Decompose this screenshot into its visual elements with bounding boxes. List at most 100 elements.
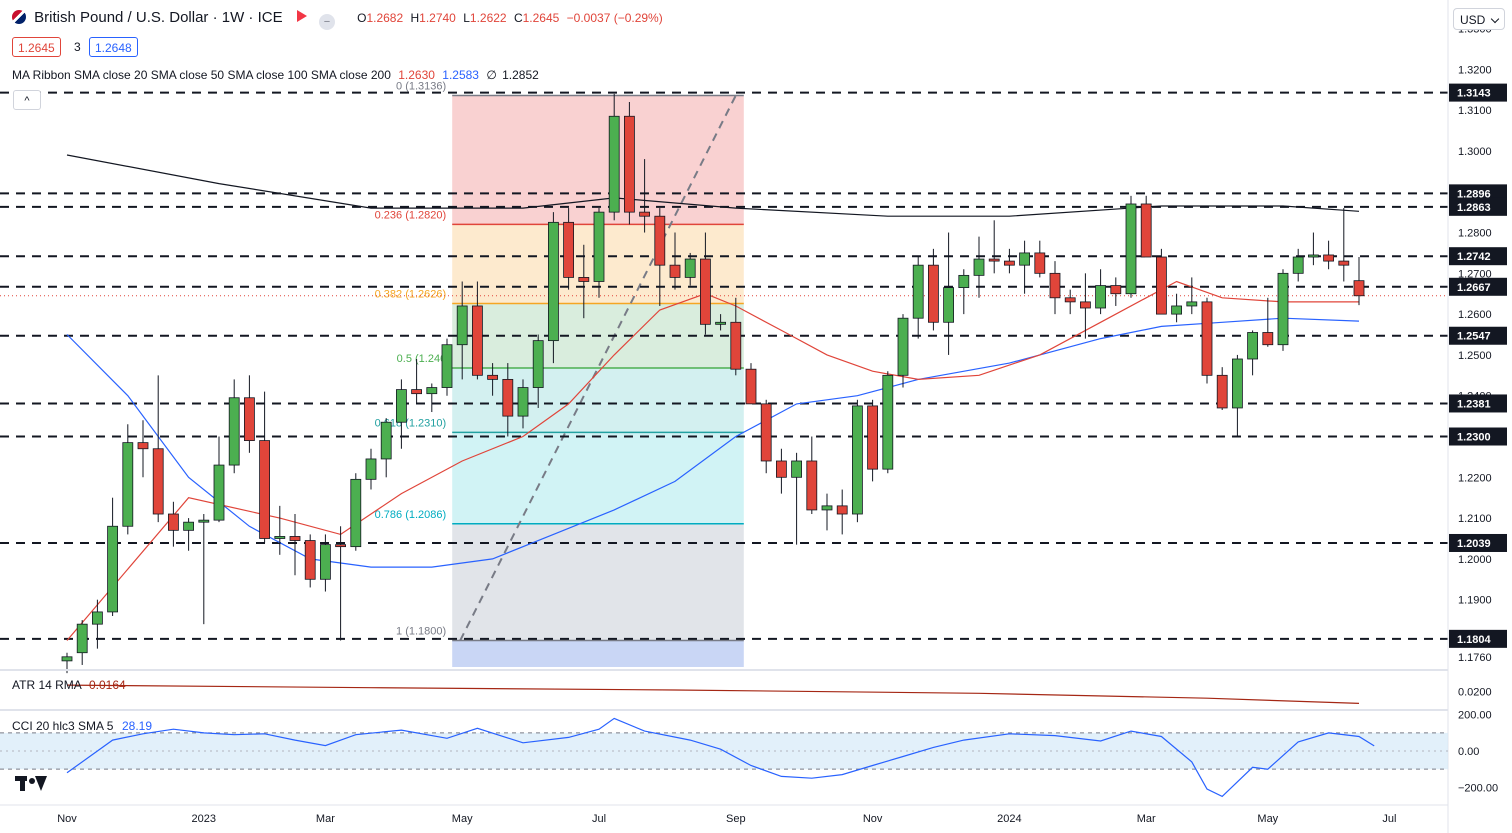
symbol-title[interactable]: British Pound / U.S. Dollar · 1W · ICE [34,9,283,26]
price-tick-label: 1.2600 [1458,309,1492,321]
candle-body [624,115,635,213]
candle-body [335,544,347,548]
candle-body [1262,332,1274,346]
candle [1201,297,1213,384]
candle-body [426,387,438,395]
key-level-badge [1449,629,1507,648]
price-tick-label: 1.2100 [1458,513,1492,525]
candle-body [471,305,483,376]
candle [548,212,559,364]
candle-body [867,405,878,470]
tradingview-logo-icon[interactable] [15,774,47,794]
candle [167,501,179,547]
spread-value: 3 [74,40,81,54]
candle-body [1232,358,1243,409]
candle [1277,269,1289,351]
candle-body [988,258,1000,262]
candle [335,526,347,641]
cci-legend-label: CCI 20 hlc3 SMA 5 [12,719,114,733]
candle [760,399,772,474]
candle-body [1049,272,1061,299]
flag-marker-icon[interactable] [296,10,307,22]
candle-body [502,378,514,417]
time-tick-label: Jul [1382,813,1396,825]
candle [1171,293,1182,323]
candle [183,518,195,551]
candle [228,379,240,474]
candle [1004,248,1015,274]
candle-body [152,448,164,515]
candle-body [365,458,377,480]
candle [639,159,650,233]
candle [1080,273,1091,339]
candle [654,208,666,306]
collapse-legend-button[interactable]: ^ [13,90,41,110]
candle [1110,277,1122,306]
candle [259,391,271,543]
candle [426,383,438,413]
candle-body [684,258,696,278]
time-tick-label: Jul [592,813,606,825]
candle [1019,240,1030,294]
key-level-badge-label: 1.2381 [1457,398,1491,410]
key-level-badge-label: 1.2742 [1457,251,1491,263]
candle-body [198,519,210,523]
candle-body [548,221,559,342]
key-level-badge [1449,427,1507,446]
candle [122,424,134,535]
candle [593,208,605,298]
fib-zone [452,367,744,433]
candle [745,363,757,405]
key-level-badge-label: 1.2667 [1457,282,1491,294]
candle-body [821,505,833,511]
candle-body [897,317,909,376]
candle [897,314,909,388]
candle [912,257,924,339]
candle-body [806,460,818,511]
candle-body [1201,301,1213,376]
candle-body [380,421,392,460]
candle [213,436,225,523]
candle-body [593,211,605,282]
price-tick-label: 1.3000 [1458,146,1492,158]
fib-level-label: 0.5 (1.246 [397,353,447,365]
settings-dot-icon[interactable]: − [318,14,335,30]
candle-body [1277,272,1289,346]
key-level-badge [1449,394,1507,413]
candle-body [776,460,787,478]
candle [578,244,590,319]
candle-body [1080,301,1091,309]
candle-body [745,368,757,405]
sma20-line [66,280,1359,641]
cci-legend-value: 28.19 [122,719,152,733]
ask-badge[interactable]: 1.2648 [89,37,138,57]
fib-level-label: 0 (1.3136) [396,80,446,92]
candle [243,375,255,453]
price-tick-label: 1.2700 [1458,268,1492,280]
candle-body [654,215,666,266]
candle [1216,367,1228,410]
symbol-title-row: British Pound / U.S. Dollar · 1W · ICE −… [12,9,663,30]
candle [1247,330,1258,376]
candle-body [441,344,453,388]
bid-badge[interactable]: 1.2645 [12,37,61,57]
key-level-badge [1449,197,1507,216]
support-resistance-lines [0,91,1448,640]
candle [1323,240,1334,270]
currency-selector[interactable]: USD [1453,8,1505,30]
price-axis[interactable]: 1.33001.32001.31001.30001.29001.28001.27… [1447,0,1512,833]
candle-body [243,397,255,441]
key-level-badge [1449,83,1507,102]
candle [304,534,316,588]
candle [502,363,514,437]
candle [76,620,88,665]
candle-body [137,442,149,450]
candle-body [1140,203,1152,258]
candle-body [791,460,802,478]
candle [669,232,681,290]
time-axis[interactable]: Nov 2023 Mar May Jul Sep Nov 2024 Mar May Jul [0,804,1448,825]
time-tick-label: May [1257,813,1278,825]
ma-ribbon-legend[interactable]: MA Ribbon SMA close 20 SMA close 50 SMA … [12,68,539,82]
fib-trend-line [459,95,737,641]
